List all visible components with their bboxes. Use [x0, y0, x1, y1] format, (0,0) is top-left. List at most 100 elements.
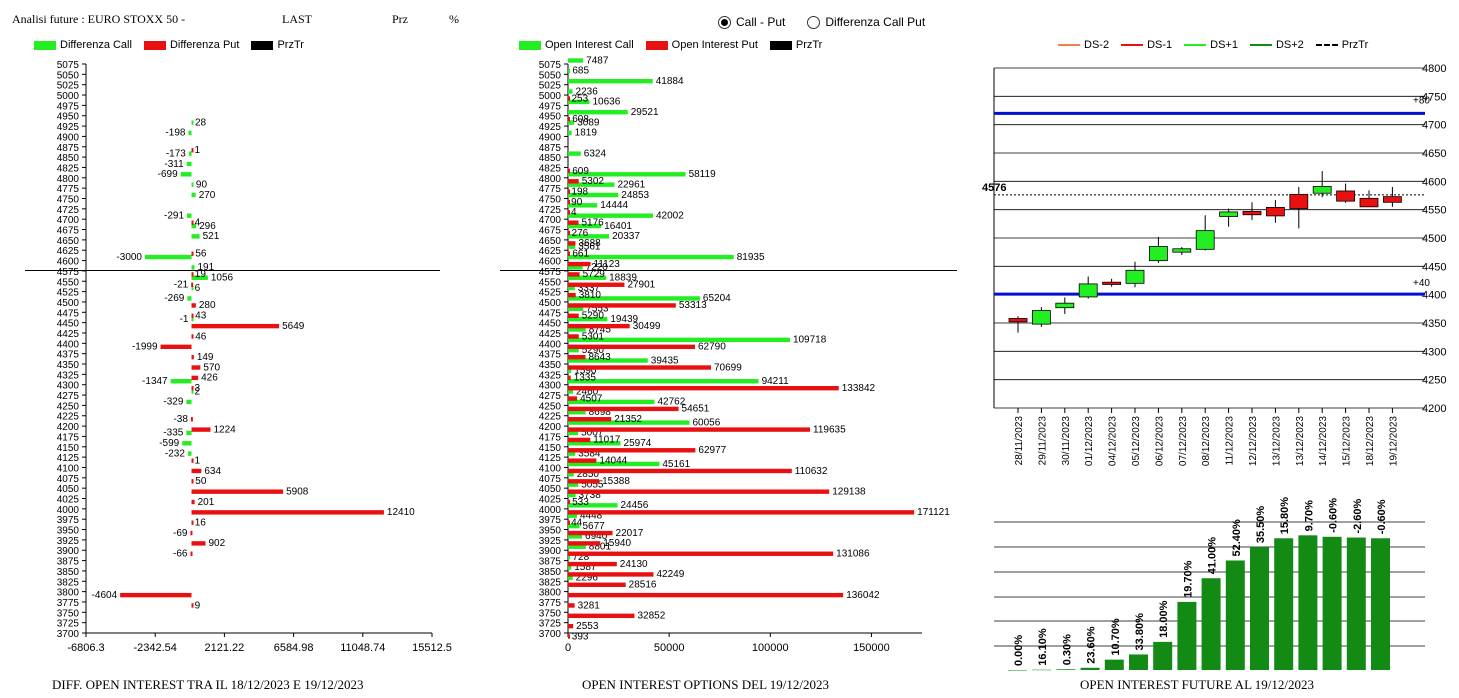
- y-tick-label: 4225: [57, 412, 80, 423]
- bar-value-label: 570: [203, 362, 220, 373]
- put-bar: [191, 458, 194, 463]
- oi-bar: [1322, 536, 1342, 670]
- bar-value-label: 3089: [577, 117, 600, 128]
- y-tick-label: 3950: [57, 526, 80, 537]
- y-tick-label: 4125: [539, 453, 562, 464]
- y-tick-label: 4600: [539, 257, 562, 268]
- radio-diff-call-put-dot[interactable]: [807, 15, 821, 29]
- x-tick-label: 29/11/2023: [1037, 416, 1048, 466]
- left-caption: DIFF. OPEN INTEREST TRA IL 18/12/2023 E …: [52, 677, 364, 692]
- y-tick-label: 4450: [57, 319, 80, 330]
- x-tick-label: 08/12/2023: [1201, 416, 1212, 466]
- diff-open-interest-chart: 5075505050255000497549504925490048754850…: [25, 60, 452, 654]
- bar-value-label: 1819: [575, 128, 598, 139]
- call-bar: [568, 58, 584, 63]
- candle-body: [1219, 211, 1239, 217]
- call-bar: [568, 234, 610, 239]
- call-bar: [568, 89, 573, 94]
- y-tick-label: 4625: [539, 246, 562, 257]
- bar-value-label: -311: [164, 159, 184, 170]
- y-tick-label: 4300: [57, 381, 80, 392]
- y-tick-label: 4975: [539, 101, 562, 112]
- bar-value-label: 29521: [631, 107, 659, 118]
- y-tick-label: 3850: [539, 567, 562, 578]
- bar-value-label: -232: [165, 448, 185, 459]
- bar-value-label: 14044: [599, 455, 627, 466]
- call-bar: [568, 265, 583, 270]
- bar-value-label: 54651: [682, 404, 710, 415]
- put-bar: [568, 303, 676, 308]
- put-bar: [568, 510, 915, 515]
- put-bar: [568, 323, 630, 329]
- oi-bar: [1032, 669, 1052, 671]
- x-tick-label: 15/12/2023: [1342, 416, 1353, 466]
- bar-value-label: 253: [572, 93, 589, 104]
- y-tick-label: 4350: [57, 360, 80, 371]
- bar-value-label: 19: [195, 269, 207, 280]
- y-tick-label: 4075: [539, 474, 562, 485]
- bar-value-label: 6324: [584, 148, 607, 159]
- put-bar: [191, 323, 280, 329]
- x-tick-label: 01/12/2023: [1084, 416, 1095, 466]
- bar-value-label: 16.10%: [1037, 628, 1049, 666]
- y-tick-label: 3925: [539, 536, 562, 547]
- bar-value-label: -66: [173, 549, 188, 560]
- radio-diff-call-put[interactable]: Differenza Call Put: [807, 15, 925, 29]
- put-bar: [568, 603, 575, 608]
- put-bar: [191, 375, 199, 381]
- y-tick-label: 4875: [57, 143, 80, 154]
- radio-call-put-dot[interactable]: [718, 15, 731, 29]
- bar-value-label: 9.70%: [1303, 500, 1315, 531]
- bar-value-label: 12410: [387, 507, 415, 518]
- put-bar: [568, 468, 792, 474]
- bar-value-label: 0.30%: [1061, 634, 1073, 665]
- y-tick-label: 4850: [57, 153, 80, 164]
- y-tick-label: 4475: [539, 308, 562, 319]
- call-bar: [568, 120, 575, 125]
- bar-value-label: 46: [195, 331, 207, 342]
- call-bar: [568, 472, 574, 477]
- y-tick-label: 4775: [57, 184, 80, 195]
- candle-body: [1359, 197, 1379, 208]
- put-bar: [568, 489, 830, 494]
- y-tick-label: 3950: [539, 526, 562, 537]
- call-bar: [191, 234, 200, 239]
- radio-call-put[interactable]: Call - Put: [718, 15, 785, 29]
- y-tick-label: 4725: [57, 205, 80, 216]
- oi-bar: [1056, 669, 1076, 670]
- call-bar: [568, 544, 586, 549]
- candle-body: [1125, 269, 1145, 284]
- legend-diff-put: Differenza Put: [143, 39, 239, 51]
- y-tick-label: 4875: [539, 143, 562, 154]
- call-bar: [568, 130, 572, 136]
- y-tick-label: 4525: [539, 288, 562, 299]
- call-bar: [186, 161, 192, 167]
- bar-value-label: -1999: [132, 342, 158, 353]
- bar-value-label: 21352: [614, 414, 642, 425]
- call-bar: [191, 275, 208, 280]
- oi-bar: [1346, 537, 1366, 670]
- bar-value-label: 393: [572, 631, 589, 642]
- x-tick-label: 150000: [853, 642, 890, 654]
- y-tick-label: 4200: [1422, 403, 1446, 415]
- call-bar: [568, 420, 690, 425]
- bar-value-label: 3337: [578, 283, 601, 294]
- bar-value-label: -699: [158, 169, 178, 180]
- prz-label: Prz: [392, 12, 408, 26]
- put-bar: [191, 468, 202, 474]
- bar-value-label: 1: [195, 455, 201, 466]
- radio-diff-call-put-label: Differenza Call Put: [825, 15, 926, 29]
- oi-bar: [1250, 547, 1269, 670]
- y-tick-label: 4750: [57, 194, 80, 205]
- bar-value-label: 10636: [593, 97, 621, 108]
- bar-value-label: 426: [201, 373, 218, 384]
- put-bar: [568, 230, 570, 236]
- bar-value-label: 24456: [620, 500, 648, 511]
- call-bar: [191, 120, 194, 125]
- bar-value-label: 2296: [576, 573, 599, 584]
- x-tick-label: -2342.54: [133, 642, 176, 654]
- bar-value-label: 280: [199, 300, 216, 311]
- bar-value-label: 661: [572, 249, 589, 260]
- call-bar: [568, 78, 653, 84]
- y-tick-label: 3800: [57, 588, 80, 599]
